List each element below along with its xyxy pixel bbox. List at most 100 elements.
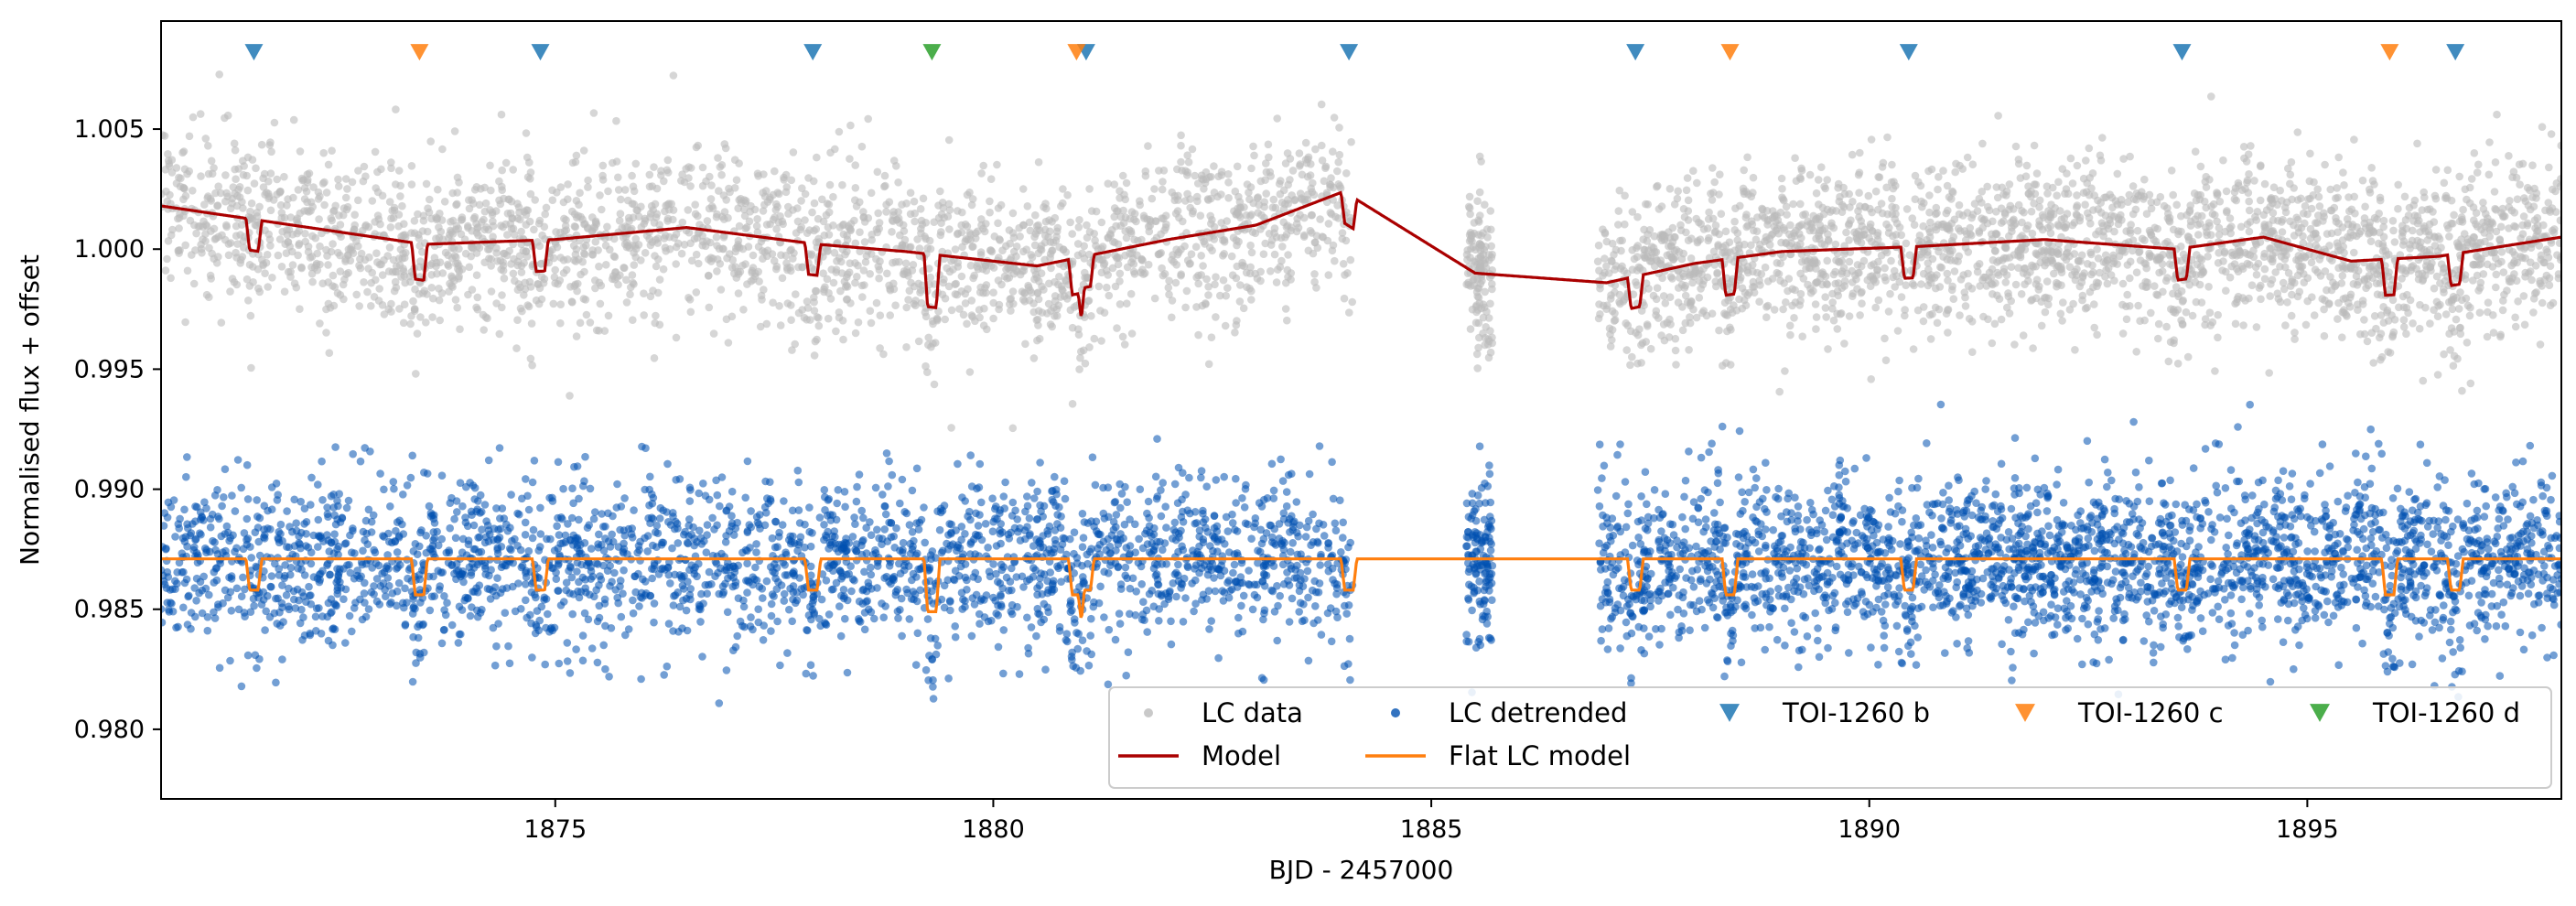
data-point: [934, 307, 943, 316]
data-point: [735, 196, 743, 204]
data-point: [1679, 205, 1688, 213]
data-point: [385, 243, 394, 252]
data-point: [192, 229, 200, 238]
data-point: [1867, 135, 1876, 144]
data-point: [1866, 220, 1875, 229]
data-point: [426, 137, 436, 146]
data-point: [2252, 323, 2261, 331]
data-point: [684, 206, 693, 214]
data-point: [2448, 305, 2457, 314]
data-point: [789, 148, 798, 156]
data-point: [954, 258, 962, 267]
data-point: [874, 209, 882, 218]
data-point: [2360, 214, 2369, 222]
data-point: [876, 344, 884, 352]
data-point: [989, 314, 997, 323]
data-point: [436, 258, 445, 267]
data-point: [1009, 269, 1019, 278]
data-point: [502, 251, 512, 260]
data-point: [480, 207, 490, 216]
data-point: [556, 183, 566, 191]
data-point: [1481, 200, 1489, 209]
data-point: [516, 283, 524, 292]
data-point: [200, 200, 209, 209]
data-point: [2040, 248, 2048, 257]
data-point: [572, 332, 581, 340]
data-point: [626, 290, 634, 299]
data-point: [936, 187, 944, 196]
data-point: [1168, 188, 1176, 197]
data-point: [1103, 283, 1111, 292]
data-point: [1944, 206, 1952, 215]
data-point: [426, 195, 434, 204]
data-point: [1883, 133, 1892, 142]
data-point: [596, 191, 604, 200]
data-point: [1975, 194, 1984, 203]
data-point: [1476, 264, 1485, 272]
data-point: [2081, 200, 2089, 209]
data-point: [1177, 270, 1185, 279]
data-point: [637, 256, 645, 264]
data-point: [1762, 313, 1771, 322]
data-point: [573, 213, 581, 221]
data-point: [435, 296, 444, 305]
data-point: [754, 267, 762, 276]
data-point: [538, 231, 546, 240]
data-point: [2133, 226, 2142, 235]
data-point: [2473, 222, 2482, 231]
data-point: [507, 197, 516, 206]
data-point: [2085, 144, 2094, 153]
data-point: [1270, 250, 1279, 259]
data-point: [1710, 178, 1719, 187]
data-point: [703, 217, 712, 225]
data-point: [329, 271, 338, 280]
data-point: [717, 286, 726, 294]
data-point: [1902, 205, 1912, 213]
data-point: [1919, 248, 1927, 256]
data-point: [378, 191, 387, 200]
data-point: [2182, 307, 2191, 317]
data-point: [1795, 221, 1805, 231]
data-point: [1083, 297, 1093, 306]
data-point: [372, 184, 381, 192]
data-point: [480, 326, 488, 334]
data-point: [1174, 196, 1182, 204]
data-point: [2290, 232, 2299, 240]
data-point: [1910, 221, 1919, 229]
data-point: [1834, 184, 1842, 192]
data-point: [945, 267, 954, 276]
data-point: [2192, 297, 2201, 307]
data-point: [523, 153, 532, 162]
data-point: [243, 186, 253, 195]
data-point: [810, 199, 819, 208]
data-point: [1094, 282, 1104, 291]
data-point: [1025, 296, 1034, 305]
data-point: [853, 273, 861, 281]
data-point: [2278, 228, 2287, 236]
data-point: [712, 232, 721, 242]
data-point: [255, 202, 264, 211]
data-point: [1472, 350, 1482, 359]
data-point: [275, 235, 285, 243]
data-point: [207, 227, 215, 235]
data-point: [2446, 346, 2454, 354]
data-point: [1796, 269, 1805, 278]
data-point: [793, 204, 802, 212]
data-point: [640, 220, 649, 228]
data-point: [371, 218, 380, 226]
data-point: [1780, 226, 1789, 234]
data-point: [1212, 313, 1220, 321]
data-point: [1708, 196, 1717, 204]
data-point: [1727, 326, 1735, 334]
data-point: [2445, 297, 2453, 307]
data-point: [2361, 202, 2369, 211]
data-point: [762, 319, 771, 329]
data-point: [2243, 259, 2252, 268]
data-point: [2366, 237, 2376, 246]
data-point: [1123, 299, 1131, 308]
data-point: [1214, 172, 1223, 181]
data-point: [1925, 310, 1935, 319]
data-point: [1848, 150, 1857, 159]
data-point: [190, 221, 199, 230]
data-point: [1665, 293, 1675, 302]
